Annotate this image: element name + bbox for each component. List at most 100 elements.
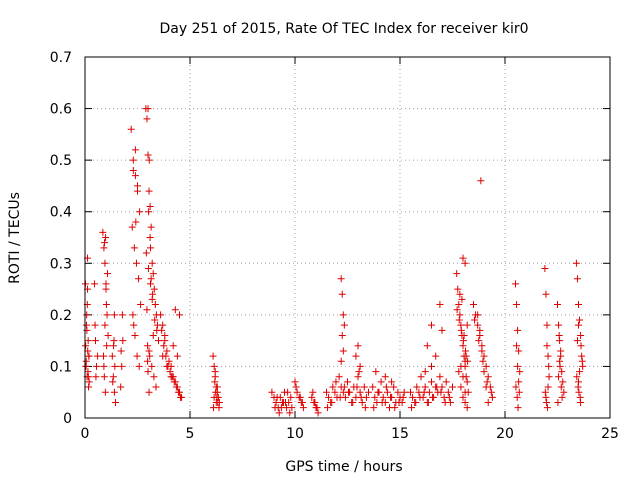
data-point bbox=[298, 399, 306, 407]
data-point bbox=[90, 280, 98, 288]
data-point bbox=[432, 352, 440, 360]
data-point bbox=[177, 393, 185, 401]
data-point bbox=[544, 352, 552, 360]
data-point bbox=[150, 285, 158, 293]
data-point bbox=[515, 347, 523, 355]
data-point bbox=[394, 388, 402, 396]
data-point bbox=[211, 378, 219, 386]
data-point bbox=[358, 399, 366, 407]
data-point bbox=[471, 316, 479, 324]
y-axis-label: ROTI / TECUs bbox=[7, 192, 23, 284]
data-point bbox=[554, 399, 562, 407]
y-tick-label: 0.3 bbox=[50, 256, 72, 272]
data-point bbox=[146, 203, 154, 211]
data-point bbox=[132, 218, 140, 226]
data-point bbox=[212, 399, 220, 407]
data-point bbox=[516, 368, 524, 376]
data-point bbox=[354, 373, 362, 381]
data-point bbox=[148, 259, 156, 267]
data-point bbox=[144, 368, 152, 376]
data-point bbox=[573, 373, 581, 381]
data-point bbox=[272, 399, 280, 407]
data-point bbox=[323, 388, 330, 396]
data-point bbox=[557, 347, 565, 355]
data-point bbox=[132, 259, 140, 267]
data-point bbox=[484, 373, 492, 381]
data-point bbox=[150, 373, 158, 381]
data-point bbox=[459, 373, 467, 381]
data-point bbox=[337, 357, 345, 365]
data-point bbox=[173, 352, 181, 360]
data-point bbox=[275, 409, 283, 417]
data-point bbox=[514, 362, 522, 370]
data-point bbox=[577, 399, 585, 407]
data-point bbox=[545, 373, 553, 381]
x-tick-label: 20 bbox=[496, 426, 514, 442]
data-point bbox=[340, 383, 348, 391]
data-point bbox=[110, 342, 118, 350]
tick-labels: 0 5 10 15 20 25 0 0.1 0.2 0.3 0.4 0.5 0.6 0.7 bbox=[50, 50, 619, 442]
data-point bbox=[382, 383, 390, 391]
data-point bbox=[331, 388, 339, 396]
data-point bbox=[441, 399, 449, 407]
data-point bbox=[453, 306, 461, 314]
data-point bbox=[311, 399, 319, 407]
data-point bbox=[461, 388, 469, 396]
data-point bbox=[395, 399, 403, 407]
data-point bbox=[379, 393, 387, 401]
x-tick-label: 25 bbox=[601, 426, 619, 442]
data-point bbox=[356, 388, 364, 396]
data-point bbox=[423, 342, 431, 350]
data-point bbox=[461, 357, 469, 365]
data-point bbox=[349, 399, 357, 407]
data-point bbox=[474, 321, 482, 329]
data-point bbox=[209, 352, 217, 360]
data-point bbox=[143, 306, 151, 314]
data-point bbox=[462, 347, 470, 355]
data-point bbox=[572, 259, 580, 267]
data-point bbox=[370, 404, 378, 412]
data-point bbox=[559, 378, 567, 386]
data-point bbox=[429, 393, 437, 401]
grid-lines bbox=[85, 57, 610, 418]
data-point bbox=[335, 373, 343, 381]
data-point bbox=[353, 383, 361, 391]
data-point bbox=[151, 301, 159, 309]
data-point bbox=[340, 321, 348, 329]
data-point bbox=[286, 409, 294, 417]
data-point bbox=[144, 151, 152, 159]
data-point bbox=[130, 321, 138, 329]
data-point bbox=[144, 105, 152, 113]
x-axis-label: GPS time / hours bbox=[285, 459, 402, 475]
data-point bbox=[118, 311, 126, 319]
data-point bbox=[284, 388, 292, 396]
data-point bbox=[328, 399, 336, 407]
data-point bbox=[110, 388, 118, 396]
data-point bbox=[381, 373, 389, 381]
data-point bbox=[102, 234, 110, 241]
data-point bbox=[147, 223, 155, 231]
data-point bbox=[171, 306, 179, 314]
data-point bbox=[360, 383, 368, 391]
data-point bbox=[147, 244, 155, 252]
data-point bbox=[94, 352, 102, 360]
data-point bbox=[355, 368, 363, 376]
data-point bbox=[352, 352, 360, 360]
data-point bbox=[155, 337, 162, 345]
data-point bbox=[169, 342, 177, 350]
data-point bbox=[544, 383, 552, 391]
data-point bbox=[101, 239, 109, 247]
data-point bbox=[477, 177, 485, 185]
data-point bbox=[457, 362, 465, 370]
data-point bbox=[453, 270, 461, 278]
data-point bbox=[210, 393, 218, 401]
data-point bbox=[92, 337, 99, 345]
data-point bbox=[387, 393, 395, 401]
data-point bbox=[436, 301, 444, 309]
data-point bbox=[377, 378, 385, 386]
data-point bbox=[541, 388, 549, 396]
data-point bbox=[573, 275, 581, 283]
data-point bbox=[133, 352, 141, 360]
data-point bbox=[292, 383, 300, 391]
